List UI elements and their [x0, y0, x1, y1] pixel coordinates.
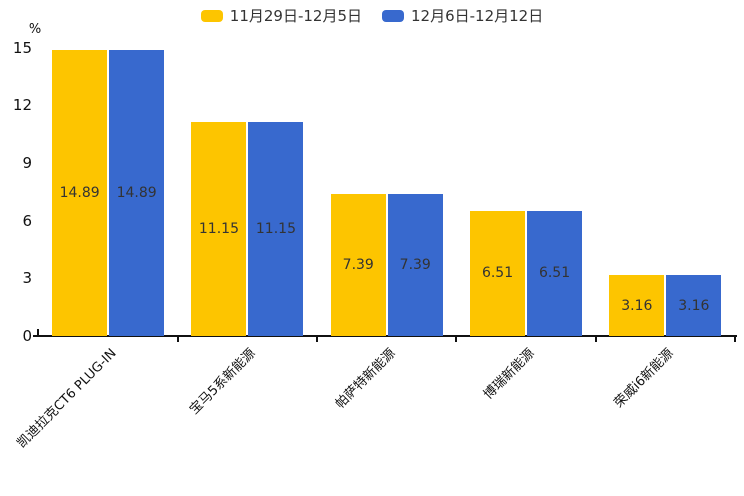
legend-item-label: 12月6日-12月12日 [411, 7, 544, 25]
legend-item[interactable]: 11月29日-12月5日 [200, 7, 362, 25]
x-axis-line [33, 335, 737, 337]
x-axis-category-label: 帕萨特新能源 [332, 346, 399, 412]
bar [330, 193, 386, 336]
legend-swatch-icon [382, 10, 404, 22]
bar [470, 210, 526, 336]
bar-value-label: 3.16 [678, 297, 710, 314]
legend-swatch-icon [200, 10, 223, 22]
x-axis-category-label: 凯迪拉克CT6 PLUG-IN [14, 346, 120, 452]
bar [666, 275, 722, 336]
y-axis-tick-label: 12 [12, 96, 32, 115]
bar-value-label: 7.39 [342, 256, 374, 273]
x-axis-origin-tick [37, 329, 39, 335]
x-axis-category-label: 荣威i6新能源 [611, 346, 677, 411]
legend-item-label: 11月29日-12月5日 [229, 7, 362, 25]
bar [191, 121, 247, 336]
bar-value-label: 7.39 [399, 256, 431, 273]
legend-item[interactable]: 12月6日-12月12日 [382, 7, 543, 25]
bar-value-label: 14.89 [116, 184, 157, 201]
bar-value-label: 3.16 [621, 297, 653, 314]
x-axis-tick [734, 337, 736, 342]
bar-value-label: 6.51 [481, 265, 514, 282]
y-axis-tick-label: 6 [22, 211, 32, 230]
x-axis-category-label: 博瑞新能源 [481, 346, 538, 403]
y-axis-unit-label: % [28, 22, 42, 37]
x-axis-category-label: 宝马5系新能源 [187, 346, 260, 418]
bar-value-label: 14.89 [59, 184, 100, 201]
y-axis-tick-label: 15 [12, 38, 32, 57]
bar-value-label: 11.15 [198, 220, 239, 237]
bar [609, 275, 665, 336]
legend: 11月29日-12月5日 12月6日-12月12日 [0, 7, 744, 25]
bar [109, 49, 165, 336]
y-axis-tick-label: 0 [22, 327, 32, 345]
bar [527, 210, 583, 336]
bar [248, 121, 304, 336]
bar [52, 49, 108, 336]
bar-value-label: 6.51 [538, 265, 571, 282]
y-axis-tick-label: 3 [22, 269, 32, 288]
x-axis-tick [176, 337, 179, 342]
y-axis-tick-label: 9 [22, 154, 32, 173]
x-axis-tick [594, 337, 597, 342]
x-axis-tick [455, 337, 458, 342]
x-axis-tick [316, 337, 319, 342]
bar-value-label: 11.15 [255, 220, 296, 237]
bar [387, 193, 443, 336]
